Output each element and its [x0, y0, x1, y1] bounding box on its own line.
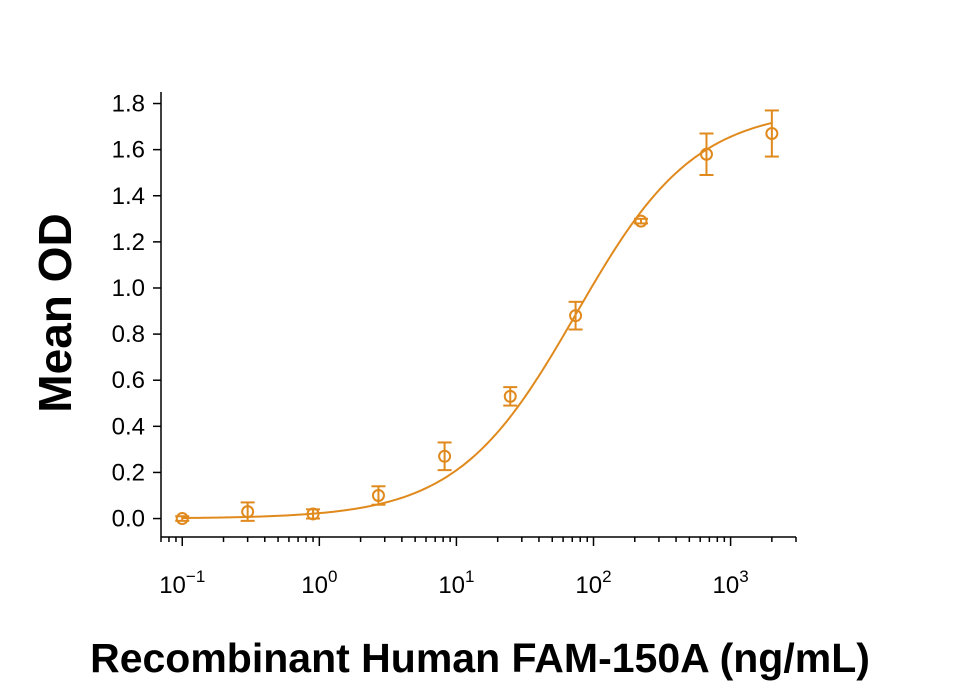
data-point	[306, 507, 321, 521]
y-tick-label: 1.0	[112, 275, 145, 302]
y-tick-label: 0.2	[112, 459, 145, 486]
y-tick-label: 1.8	[112, 91, 145, 118]
data-point	[503, 386, 518, 407]
point-marker	[241, 505, 255, 519]
point-marker	[438, 449, 452, 463]
x-tick-label: 100	[301, 567, 337, 599]
data-point	[175, 512, 190, 526]
point-marker	[634, 214, 648, 228]
y-axis-title: Mean OD	[29, 213, 81, 412]
y-tick-label: 1.6	[112, 137, 145, 164]
x-tick-label: 101	[438, 567, 474, 599]
data-point	[633, 214, 648, 228]
data-point	[240, 501, 255, 522]
y-tick-labels: 0.0 0.2 0.4 0.6 0.8 1.0 1.2 1.4 1.6 1.8	[112, 91, 145, 533]
point-marker	[569, 309, 583, 323]
x-axis	[160, 536, 797, 546]
y-tick-label: 0.6	[112, 367, 145, 394]
fit-curve	[182, 121, 773, 520]
y-tick-label: 0.4	[112, 413, 145, 440]
x-axis-title: Recombinant Human FAM-150A (ng/mL)	[90, 635, 870, 681]
point-marker	[765, 127, 779, 141]
y-tick-label: 1.2	[112, 229, 145, 256]
x-tick-label: 102	[575, 567, 611, 599]
fit-curve-group	[182, 121, 773, 520]
point-marker	[175, 512, 189, 526]
x-tick-labels: 10−1 100 101 102 103	[159, 567, 748, 599]
y-axis	[153, 92, 162, 537]
point-marker	[503, 389, 517, 403]
y-tick-label: 1.4	[112, 183, 145, 210]
point-marker	[371, 488, 385, 502]
y-tick-label: 0.8	[112, 321, 145, 348]
data-point	[699, 132, 714, 177]
data-point	[371, 485, 386, 506]
y-tick-label: 0.0	[112, 506, 145, 533]
data-points	[175, 109, 779, 526]
x-tick-label: 10−1	[159, 567, 205, 599]
x-tick-label: 103	[713, 567, 749, 599]
point-marker	[306, 507, 320, 521]
data-point	[764, 109, 779, 158]
data-point	[568, 300, 583, 331]
data-point	[437, 441, 452, 472]
point-marker	[699, 147, 713, 161]
